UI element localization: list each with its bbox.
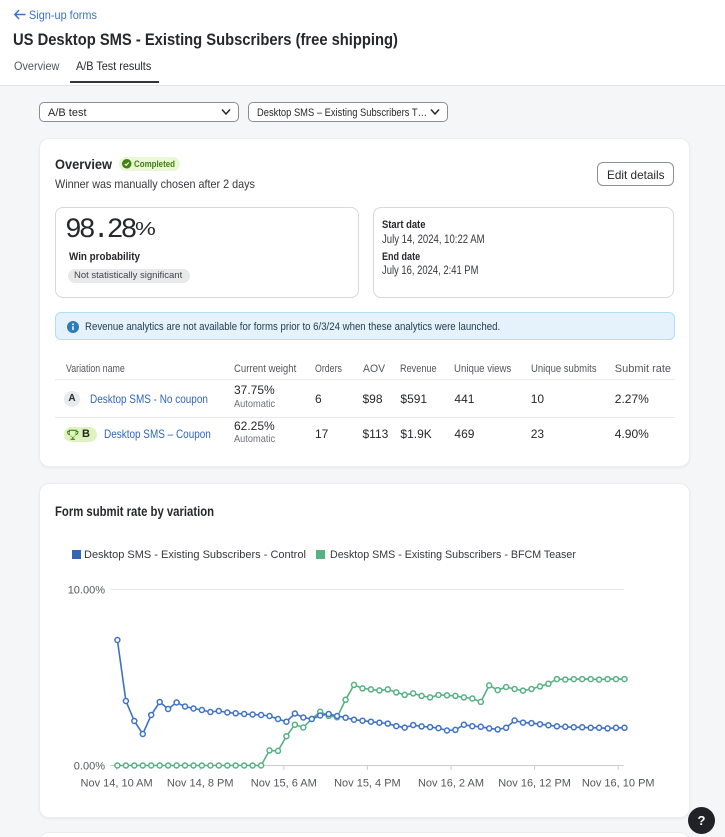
svg-text:Nov 14, 10 AM: Nov 14, 10 AM [81, 778, 153, 790]
svg-text:Nov 16, 2 AM: Nov 16, 2 AM [418, 778, 484, 790]
svg-text:0.00%: 0.00% [74, 761, 105, 773]
svg-text:Nov 15, 4 PM: Nov 15, 4 PM [334, 778, 401, 790]
svg-text:Nov 15, 6 AM: Nov 15, 6 AM [251, 778, 317, 790]
svg-text:Nov 16, 12 PM: Nov 16, 12 PM [498, 778, 571, 790]
svg-text:Nov 16, 10 PM: Nov 16, 10 PM [582, 778, 655, 790]
svg-text:10.00%: 10.00% [68, 585, 106, 597]
svg-text:Nov 14, 8 PM: Nov 14, 8 PM [167, 778, 234, 790]
